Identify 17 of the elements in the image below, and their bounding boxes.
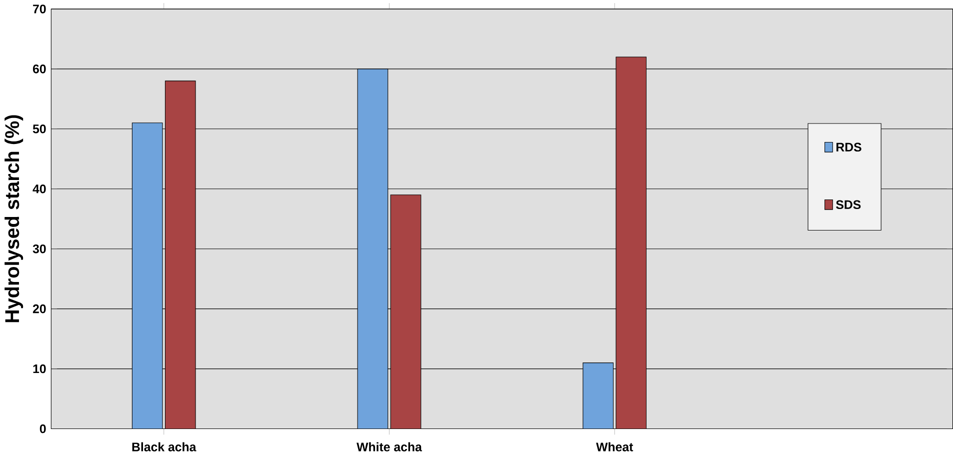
y-tick-label: 10 bbox=[33, 364, 46, 374]
y-tick-label: 40 bbox=[32, 184, 46, 194]
x-tick-label: Black acha bbox=[132, 442, 196, 452]
bar bbox=[357, 68, 388, 429]
legend-label: RDS bbox=[836, 142, 862, 152]
x-tick-label: White acha bbox=[356, 442, 422, 452]
y-tick-label: 20 bbox=[32, 304, 46, 314]
y-tick-label: 70 bbox=[33, 4, 46, 14]
y-axis-title: Hydrolysed starch (%) bbox=[4, 115, 24, 322]
bar bbox=[132, 122, 163, 429]
y-tick-label: 50 bbox=[32, 124, 46, 134]
bar bbox=[582, 362, 614, 429]
y-tick-label: 30 bbox=[32, 244, 46, 254]
y-tick-label: 0 bbox=[40, 424, 46, 434]
y-tick-label: 60 bbox=[32, 64, 46, 74]
legend-label: SDS bbox=[836, 200, 861, 210]
x-tick-label: Wheat bbox=[596, 442, 634, 452]
